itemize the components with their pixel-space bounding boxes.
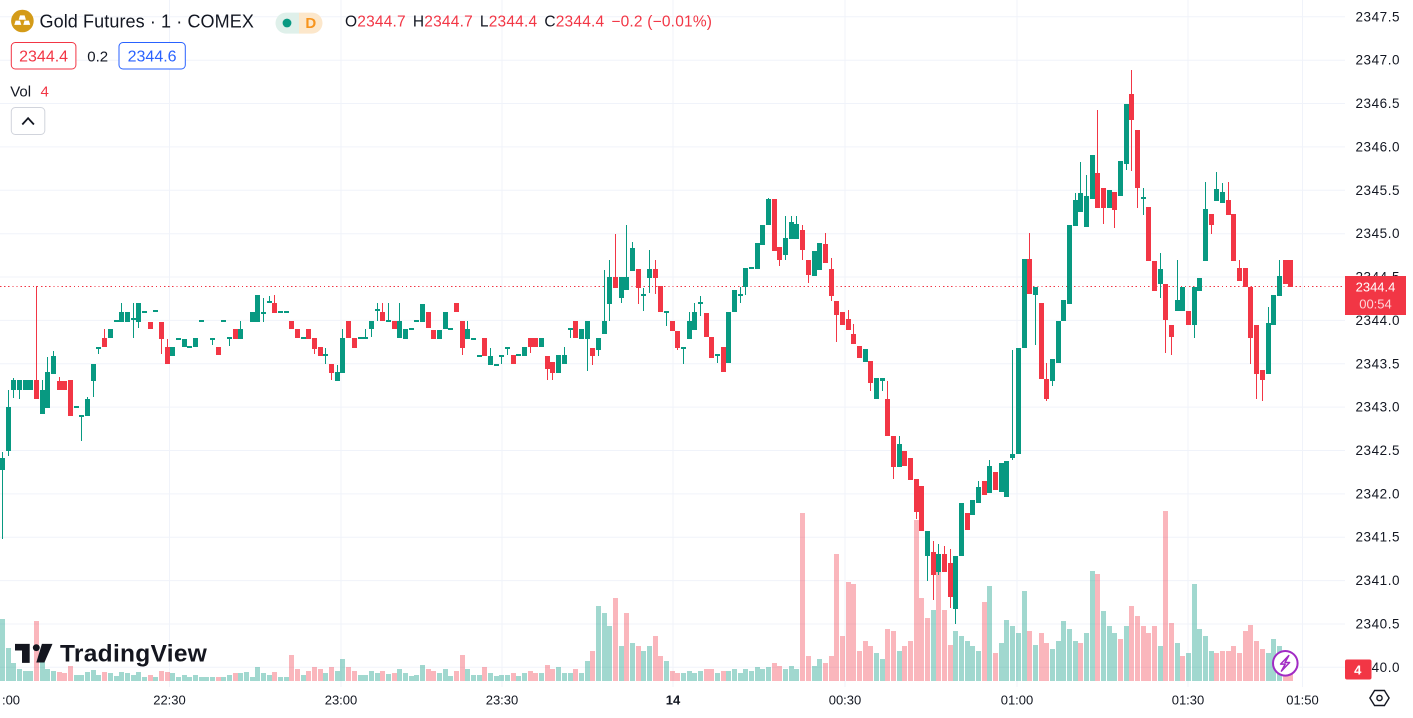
svg-text:23:00: 23:00 (325, 693, 358, 708)
svg-text:01:50: 01:50 (1286, 693, 1319, 708)
svg-text:2346.5: 2346.5 (1356, 96, 1401, 111)
svg-text:2344.0: 2344.0 (1356, 313, 1401, 328)
svg-text:2345.0: 2345.0 (1356, 226, 1401, 241)
svg-text:14: 14 (666, 693, 681, 708)
svg-text:00:54: 00:54 (1359, 297, 1392, 312)
svg-text:2344.4: 2344.4 (19, 49, 68, 66)
svg-text:0.2: 0.2 (87, 49, 108, 66)
svg-text:2340.5: 2340.5 (1356, 617, 1401, 632)
svg-text:4: 4 (41, 84, 49, 101)
svg-text::00: :00 (2, 693, 20, 708)
svg-text:Vol: Vol (10, 84, 31, 101)
svg-text:2342.5: 2342.5 (1356, 443, 1401, 458)
svg-text:23:30: 23:30 (486, 693, 519, 708)
svg-text:2343.0: 2343.0 (1356, 400, 1401, 415)
svg-text:00:30: 00:30 (829, 693, 862, 708)
svg-text:01:00: 01:00 (1001, 693, 1034, 708)
svg-text:2344.4: 2344.4 (1356, 280, 1396, 295)
svg-text:01:30: 01:30 (1172, 693, 1205, 708)
svg-text:2347.5: 2347.5 (1356, 9, 1401, 24)
svg-text:22:30: 22:30 (153, 693, 186, 708)
svg-text:2343.5: 2343.5 (1356, 356, 1401, 371)
svg-text:TradingView: TradingView (60, 641, 208, 668)
svg-text:2347.0: 2347.0 (1356, 53, 1401, 68)
svg-text:D: D (305, 15, 316, 32)
svg-text:2341.0: 2341.0 (1356, 573, 1401, 588)
svg-text:2342.0: 2342.0 (1356, 486, 1401, 501)
svg-text:Gold Futures · 1 · COMEX: Gold Futures · 1 · COMEX (40, 12, 254, 32)
svg-text:4: 4 (1354, 663, 1362, 678)
svg-text:2341.5: 2341.5 (1356, 530, 1401, 545)
svg-text:2346.0: 2346.0 (1356, 139, 1401, 154)
svg-text:2344.6: 2344.6 (128, 49, 177, 66)
svg-text:2345.5: 2345.5 (1356, 183, 1401, 198)
